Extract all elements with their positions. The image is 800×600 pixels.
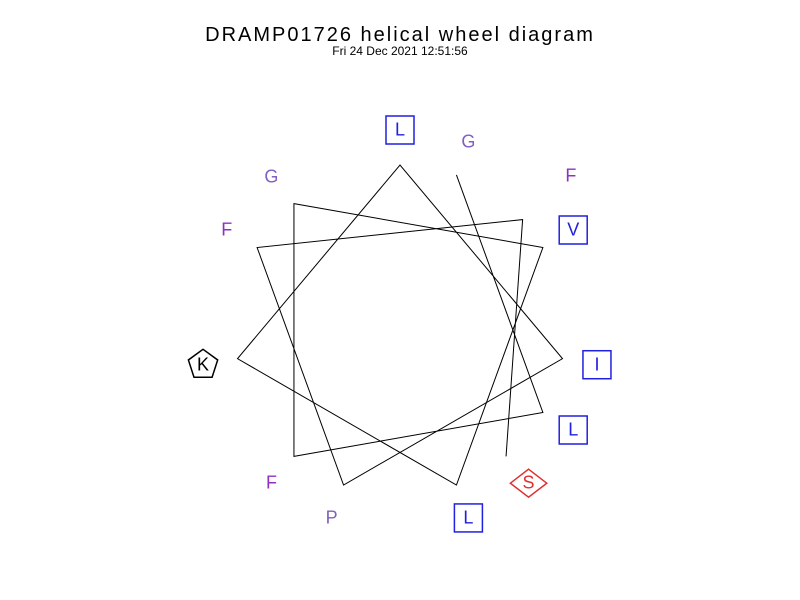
residue-label-1: L xyxy=(568,420,578,441)
residue-label-10: F xyxy=(221,220,232,241)
residue-label-8: I xyxy=(594,354,599,375)
residue-label-2: F xyxy=(266,473,277,494)
residue-label-7: L xyxy=(395,120,405,141)
residue-label-3: G xyxy=(264,166,278,187)
residue-label-9: P xyxy=(326,507,338,528)
residue-label-0: G xyxy=(461,132,475,153)
residue-label-12: S xyxy=(523,473,535,494)
residue-label-4: V xyxy=(567,220,579,241)
residue-label-11: F xyxy=(565,166,576,187)
residue-label-5: L xyxy=(463,507,473,528)
helical-wheel-svg xyxy=(0,0,800,600)
residue-label-6: K xyxy=(197,354,209,375)
helical-wheel-polyline xyxy=(238,165,563,485)
